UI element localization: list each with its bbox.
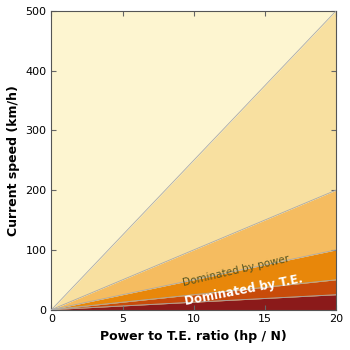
Text: Dominated by T.E.: Dominated by T.E. [183,273,304,308]
Text: Dominated by power: Dominated by power [182,254,291,288]
Y-axis label: Current speed (km/h): Current speed (km/h) [7,85,20,236]
X-axis label: Power to T.E. ratio (hp / N): Power to T.E. ratio (hp / N) [100,330,287,343]
